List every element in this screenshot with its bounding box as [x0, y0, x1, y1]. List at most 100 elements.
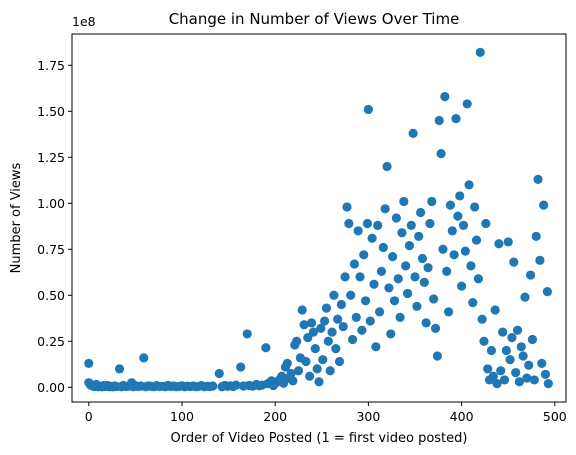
data-point — [336, 299, 346, 310]
data-point — [412, 301, 422, 311]
data-point — [470, 202, 480, 212]
data-point — [442, 266, 452, 276]
data-point — [325, 366, 335, 376]
data-point — [430, 323, 441, 333]
data-point — [475, 47, 485, 58]
data-point — [492, 379, 502, 389]
data-point — [231, 380, 241, 390]
data-point — [408, 128, 418, 138]
data-point — [382, 161, 392, 172]
data-point — [520, 292, 530, 302]
data-point — [539, 200, 549, 210]
x-axis-label: Order of Video Posted (1 = first video p… — [171, 431, 468, 446]
data-point — [458, 220, 469, 230]
data-point — [395, 312, 405, 322]
data-point — [308, 327, 319, 337]
data-point — [380, 204, 390, 214]
data-point — [261, 343, 271, 353]
data-point — [393, 274, 403, 284]
y-tick-label: 1.50 — [37, 104, 65, 119]
data-point — [503, 237, 513, 247]
chart-title: Change in Number of Views Over Time — [169, 10, 460, 28]
data-point — [445, 200, 456, 210]
data-point — [365, 316, 375, 326]
data-point — [432, 351, 442, 361]
data-point — [507, 333, 517, 343]
data-point — [501, 345, 511, 356]
data-point — [351, 312, 361, 322]
y-tick-label: 1.00 — [37, 196, 65, 211]
data-point — [316, 323, 326, 333]
data-point — [509, 257, 519, 267]
data-point — [301, 356, 311, 367]
data-point — [286, 368, 296, 379]
data-point — [427, 196, 437, 207]
data-point — [389, 296, 400, 306]
data-point — [455, 191, 465, 201]
data-point — [540, 369, 551, 379]
x-tick-label: 0 — [85, 409, 93, 424]
data-point — [529, 375, 539, 385]
data-point — [214, 368, 224, 379]
data-point — [471, 235, 482, 245]
data-point — [363, 104, 373, 115]
data-point — [488, 371, 498, 381]
x-tick-label: 300 — [356, 409, 380, 424]
data-point — [535, 255, 545, 265]
x-axis-ticks: 0 100 200 300 400 500 — [85, 402, 567, 424]
data-point — [282, 358, 292, 368]
data-point — [340, 272, 350, 282]
data-points — [84, 47, 553, 392]
data-point — [417, 253, 428, 264]
data-point — [342, 202, 352, 212]
data-point — [466, 261, 476, 271]
data-point — [84, 358, 94, 368]
data-point — [310, 344, 320, 354]
data-point — [451, 114, 461, 124]
data-point — [361, 296, 371, 306]
data-point — [468, 298, 478, 308]
data-point — [374, 307, 385, 317]
data-point — [438, 244, 448, 254]
data-point — [527, 334, 538, 345]
data-point — [410, 272, 420, 282]
data-point — [371, 342, 381, 352]
data-point — [312, 364, 322, 374]
data-point — [518, 351, 528, 361]
data-point — [347, 334, 358, 345]
data-point — [490, 305, 500, 315]
data-point — [305, 371, 315, 381]
data-point — [483, 364, 493, 374]
data-point — [388, 252, 398, 262]
data-point — [367, 233, 377, 243]
y-tick-label: 0.25 — [37, 334, 65, 349]
data-point — [306, 318, 317, 328]
data-point — [423, 263, 433, 273]
y-tick-label: 0.75 — [37, 242, 65, 257]
data-point — [499, 375, 510, 385]
data-point — [406, 220, 416, 230]
data-point — [511, 367, 521, 378]
y-tick-label: 1.25 — [37, 150, 65, 165]
data-point — [355, 272, 365, 282]
data-point — [378, 242, 388, 253]
data-point — [494, 239, 504, 249]
data-point — [357, 325, 367, 335]
data-point — [542, 287, 552, 297]
data-point — [436, 149, 446, 159]
data-point — [425, 218, 435, 229]
data-point — [338, 321, 348, 332]
data-point — [531, 231, 541, 241]
data-point — [139, 353, 149, 363]
data-point — [522, 373, 532, 383]
data-point — [419, 277, 429, 287]
data-point — [460, 246, 470, 256]
data-point — [299, 320, 309, 330]
y-tick-label: 1.75 — [37, 58, 65, 73]
data-point — [449, 250, 459, 260]
data-point — [353, 226, 363, 236]
data-point — [402, 288, 413, 299]
data-point — [481, 218, 491, 229]
data-point — [293, 366, 304, 376]
data-point — [443, 307, 454, 317]
